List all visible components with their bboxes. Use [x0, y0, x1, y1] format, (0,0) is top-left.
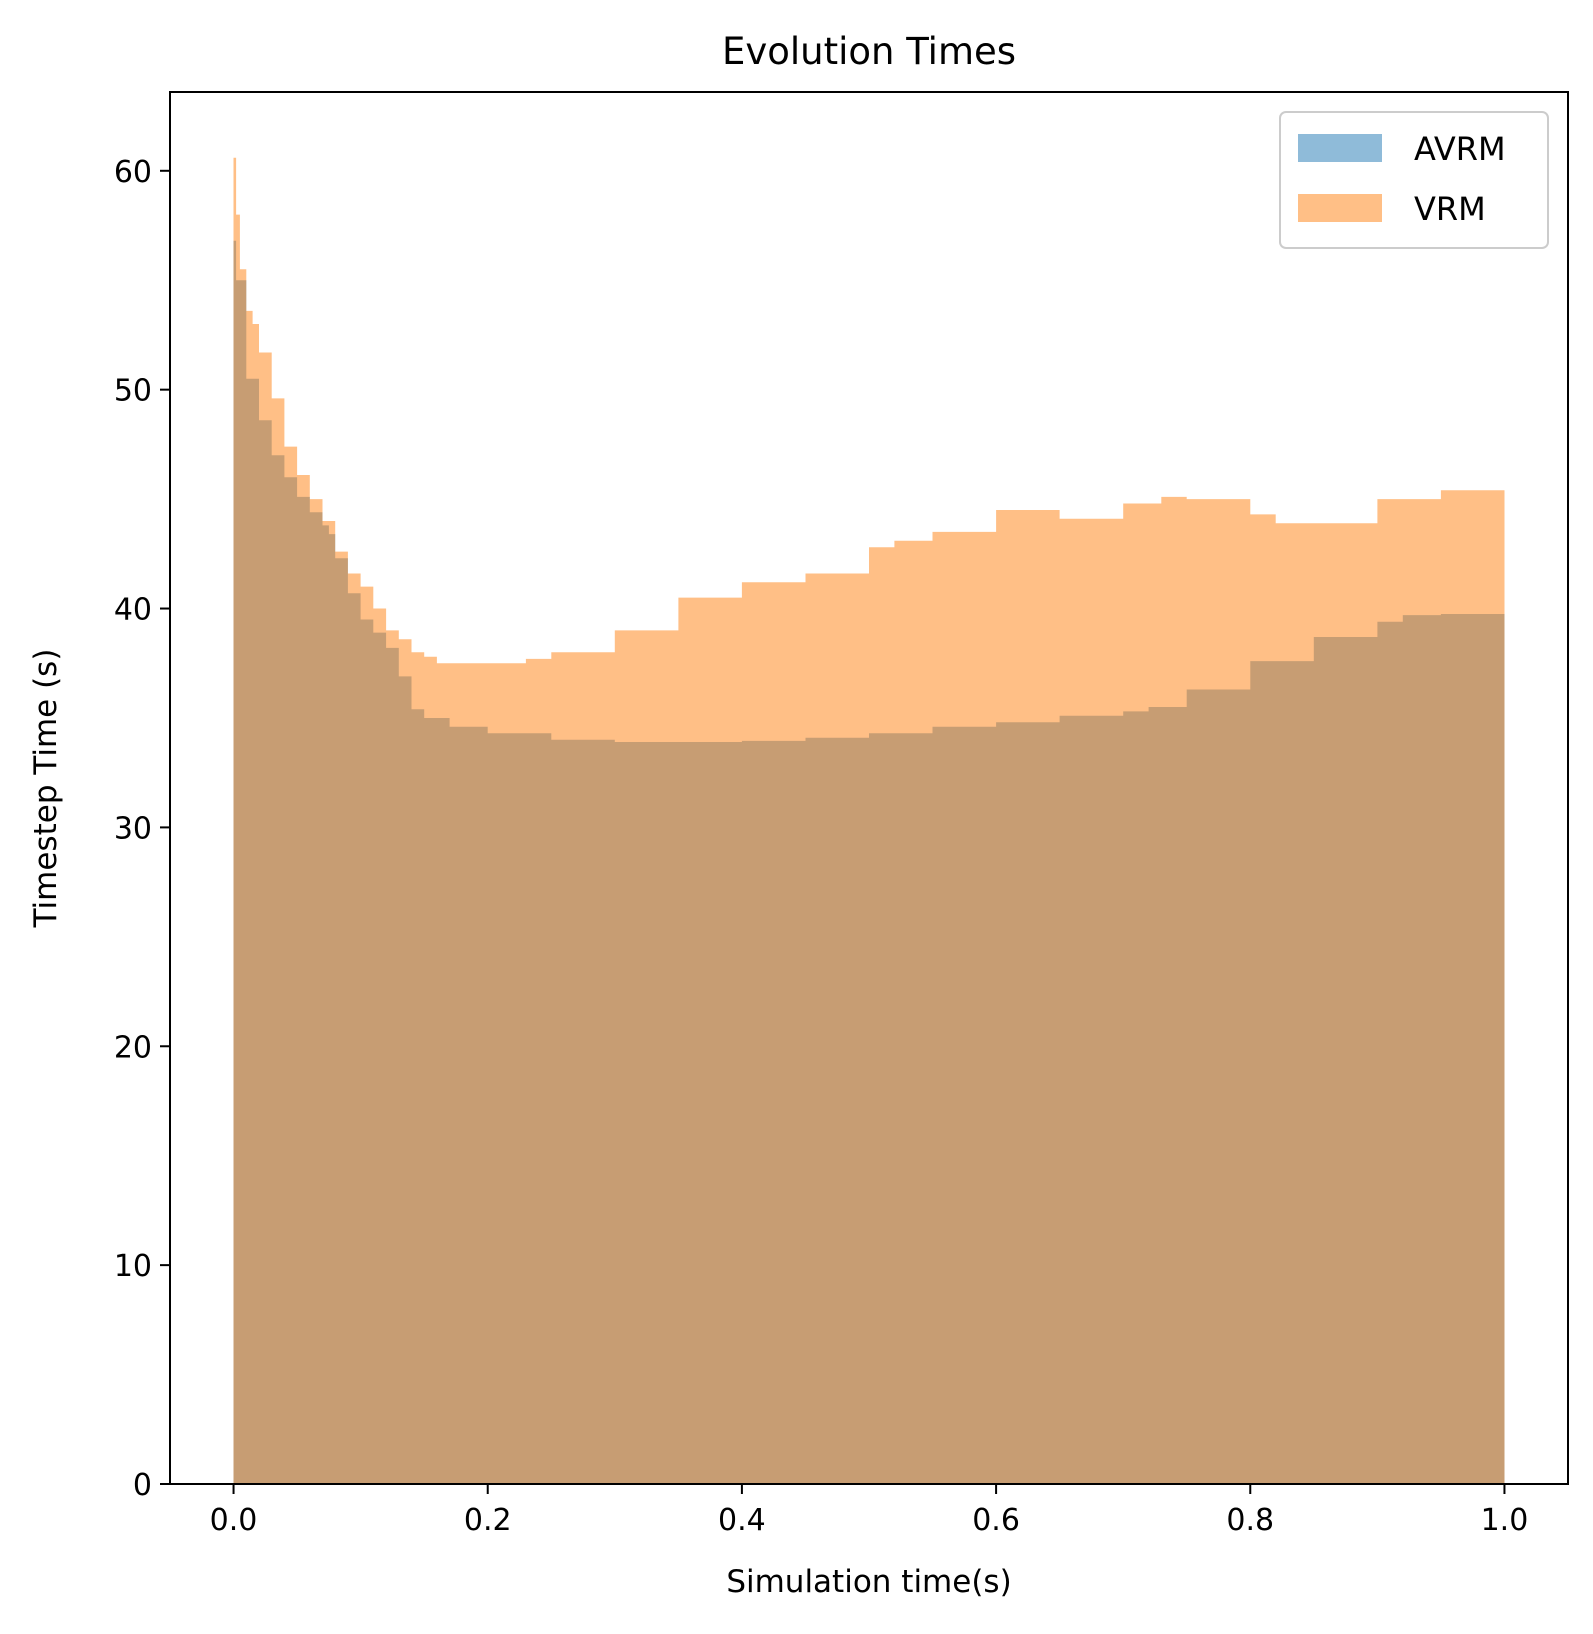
x-tick-label: 1.0 — [1481, 1503, 1529, 1538]
y-tick-label: 0 — [133, 1468, 152, 1503]
axes-frame — [169, 91, 1569, 1485]
legend-label-avrm: AVRM — [1414, 130, 1506, 168]
x-tick-label: 0.0 — [210, 1503, 258, 1538]
x-tick-label: 0.6 — [972, 1503, 1020, 1538]
x-axis: 0.0 0.2 0.4 0.6 0.8 1.0 — [210, 1484, 1529, 1538]
y-tick-label: 30 — [114, 811, 152, 846]
series-area-vrm — [233, 157, 1505, 1485]
chart-title: Evolution Times — [722, 30, 1016, 73]
legend-swatch-vrm — [1298, 194, 1382, 222]
x-tick-label: 0.4 — [718, 1503, 766, 1538]
y-tick-label: 10 — [114, 1249, 152, 1284]
legend: AVRM VRM — [1279, 111, 1549, 249]
y-tick-label: 60 — [114, 155, 152, 190]
y-axis: 0 10 20 30 40 50 60 — [114, 155, 170, 1503]
y-tick-label: 50 — [114, 374, 152, 409]
y-tick-label: 20 — [114, 1030, 152, 1065]
x-tick-label: 0.2 — [464, 1503, 512, 1538]
series-layer — [233, 157, 1505, 1485]
legend-swatch-avrm — [1298, 134, 1382, 162]
y-tick-label: 40 — [114, 593, 152, 628]
legend-label-vrm: VRM — [1414, 190, 1486, 228]
x-tick-label: 0.8 — [1226, 1503, 1274, 1538]
x-axis-label: Simulation time(s) — [726, 1564, 1011, 1600]
y-axis-label: Timestep Time (s) — [28, 649, 64, 929]
